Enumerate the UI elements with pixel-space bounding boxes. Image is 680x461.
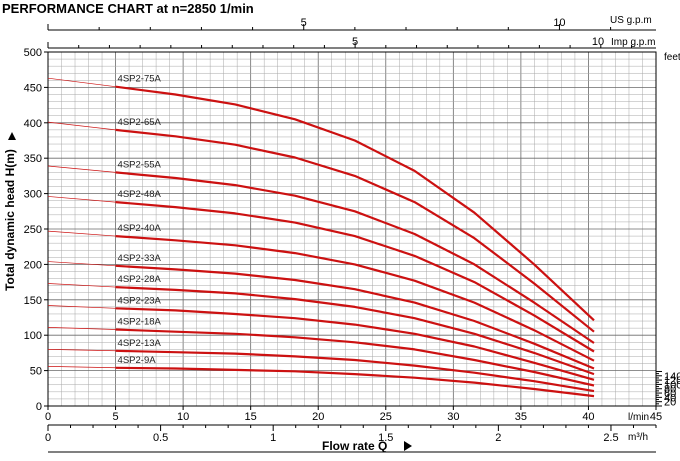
- series-label: 4SP2-23A: [118, 295, 162, 306]
- series-label: 4SP2-55A: [118, 159, 162, 170]
- series-label: 4SP2-48A: [118, 189, 162, 200]
- pump-curves: 4SP2-75A 4SP2-65A 4SP2-55A 4SP2-48A 4SP2-40A…: [48, 74, 594, 396]
- series-leadin-4SP2-33A: [48, 262, 116, 266]
- x-axis-label: Flow rate Q: [322, 439, 387, 453]
- x-tick-label: 40: [582, 411, 594, 423]
- y-tick-label: 350: [24, 153, 42, 165]
- usgpm-unit-label: US g.p.m: [610, 15, 652, 26]
- feet-tick-label: 140: [664, 371, 680, 383]
- series-leadin-4SP2-40A: [48, 231, 116, 236]
- y-tick-label: 100: [24, 330, 42, 342]
- x-tick-label: 20: [312, 411, 324, 423]
- x-tick-label: 25: [380, 411, 392, 423]
- series-line-4SP2-65A: [116, 130, 594, 332]
- series-label: 4SP2-13A: [118, 338, 162, 349]
- x-axis-arrow-icon: [404, 441, 412, 451]
- x-tick-label: 10: [177, 411, 189, 423]
- x-tick-label: 15: [245, 411, 257, 423]
- lmin-unit-label: l/min: [628, 412, 649, 423]
- y-tick-label: 0: [36, 401, 42, 413]
- series-label: 4SP2-65A: [118, 117, 162, 128]
- x-tick-label: 45: [650, 411, 662, 423]
- series-line-4SP2-48A: [116, 202, 594, 351]
- series-label: 4SP2-28A: [118, 274, 162, 285]
- x-tick-label: 5: [112, 411, 118, 423]
- y-tick-label: 50: [30, 366, 42, 378]
- m3h-tick-label: 0: [45, 432, 51, 444]
- series-label: 4SP2-75A: [118, 74, 162, 85]
- y-axis-label: Total dynamic head H(m): [3, 149, 17, 291]
- usgpm-tick-label: 10: [553, 17, 565, 29]
- chart-title: PERFORMANCE CHART at n=2850 1/min: [2, 1, 254, 16]
- m3h-tick-label: 2.5: [603, 432, 618, 444]
- series-line-4SP2-75A: [116, 87, 594, 321]
- x-tick-label: 30: [447, 411, 459, 423]
- y-tick-label: 150: [24, 295, 42, 307]
- m3h-tick-label: 1: [270, 432, 276, 444]
- y-tick-label: 500: [24, 47, 42, 59]
- top-axes: US g.p.m 5 10 5 10 Imp g.p.m: [48, 15, 656, 48]
- series-label: 4SP2-9A: [118, 355, 157, 366]
- m3h-unit-label: m³/h: [628, 432, 648, 443]
- x-tick-label: 0: [45, 411, 51, 423]
- series-leadin-4SP2-65A: [48, 122, 116, 130]
- impgpm-unit-label: Imp g.p.m: [611, 37, 655, 48]
- y-tick-label: 450: [24, 82, 42, 94]
- series-leadin-4SP2-55A: [48, 166, 116, 172]
- series-leadin-4SP2-28A: [48, 284, 116, 288]
- x-tick-label: 35: [515, 411, 527, 423]
- series-line-4SP2-55A: [116, 172, 594, 343]
- m3h-tick-label: 2: [495, 432, 501, 444]
- feet-unit-label: feet: [664, 52, 680, 63]
- series-label: 4SP2-33A: [118, 253, 162, 264]
- series-leadin-4SP2-18A: [48, 327, 116, 329]
- usgpm-tick-label: 5: [301, 17, 307, 29]
- m3h-tick-label: 0.5: [153, 432, 168, 444]
- y-tick-label: 400: [24, 118, 42, 130]
- series-label: 4SP2-18A: [118, 317, 162, 328]
- series-leadin-4SP2-75A: [48, 78, 116, 86]
- y-tick-label: 250: [24, 224, 42, 236]
- left-axis-head: 0 50 100 150 200 250 300 350 400 450 500: [24, 47, 48, 413]
- series-leadin-4SP2-48A: [48, 196, 116, 202]
- series-label: 4SP2-40A: [118, 223, 162, 234]
- impgpm-tick-label: 10: [592, 36, 604, 48]
- series-line-4SP2-18A: [116, 330, 594, 386]
- series-leadin-4SP2-9A: [48, 366, 116, 367]
- y-tick-label: 300: [24, 189, 42, 201]
- impgpm-tick-label: 5: [352, 36, 358, 48]
- y-axis-arrow-icon: [8, 132, 16, 140]
- y-tick-label: 200: [24, 259, 42, 271]
